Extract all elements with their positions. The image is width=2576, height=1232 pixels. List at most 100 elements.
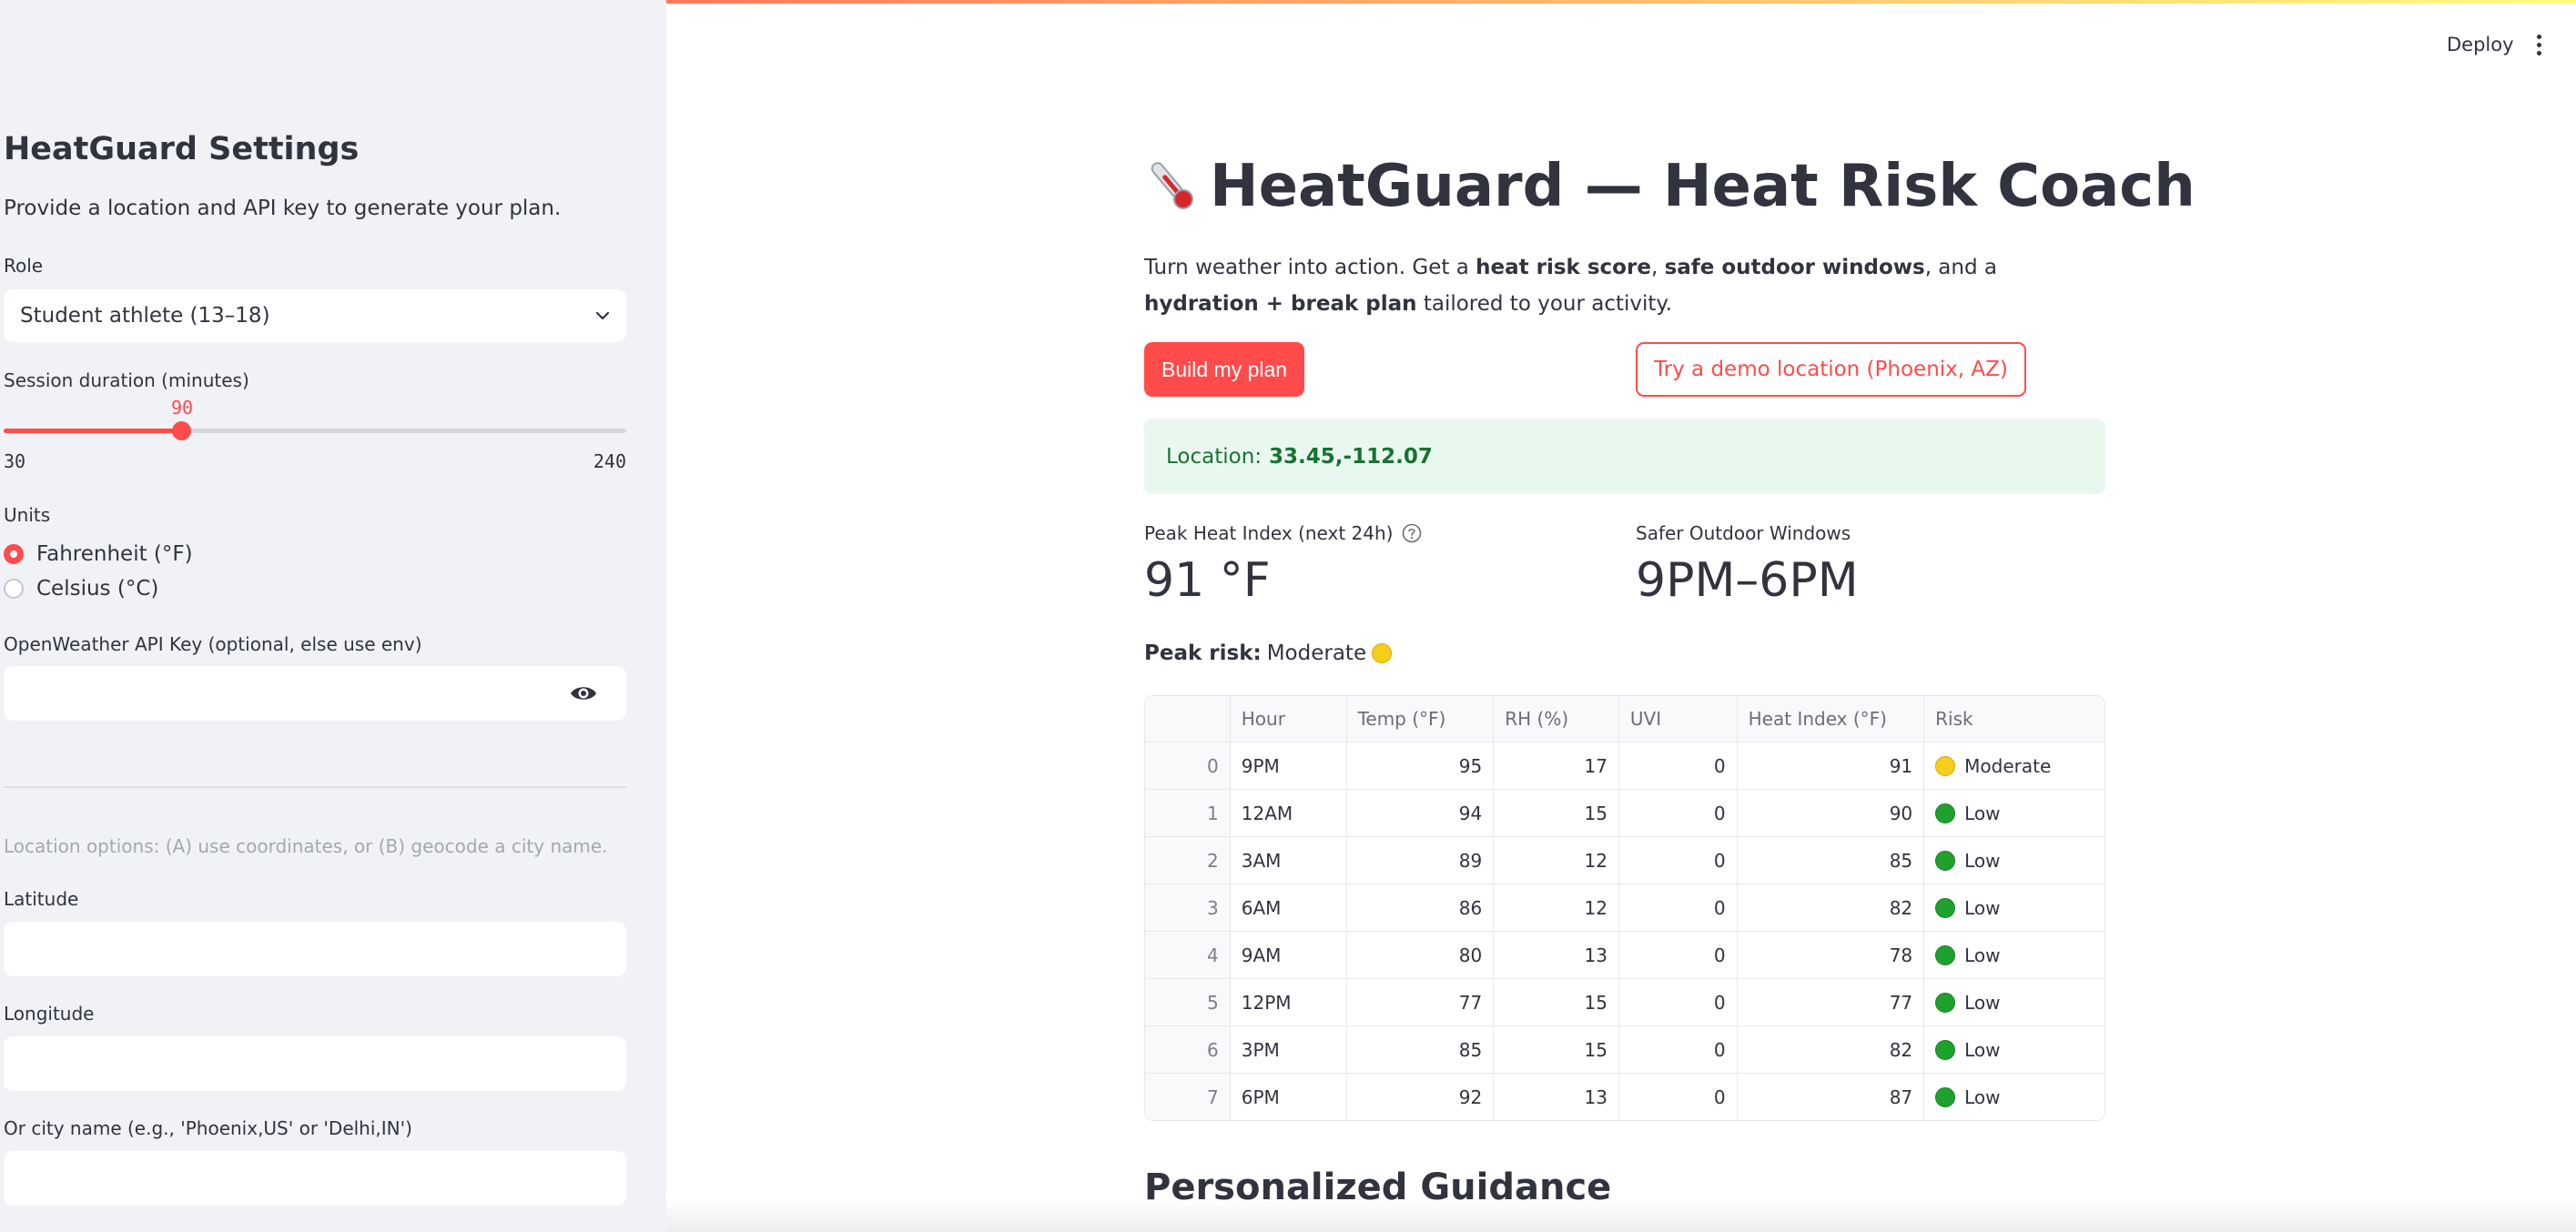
table-cell: 12	[1494, 884, 1619, 932]
table-cell: 95	[1346, 742, 1495, 790]
table-cell: 4	[1145, 932, 1231, 979]
page-title-text: HeatGuard — Heat Risk Coach	[1210, 153, 2196, 220]
table-row[interactable]: 7 6PM 92 13 0 87 Low	[1145, 1074, 2104, 1120]
table-cell: 77	[1737, 979, 1925, 1026]
thermometer-icon	[1151, 162, 1193, 209]
city-name-input[interactable]	[4, 1151, 626, 1206]
column-header[interactable]: UVI	[1618, 696, 1738, 742]
demo-location-button[interactable]: Try a demo location (Phoenix, AZ)	[1636, 342, 2026, 397]
slider-thumb[interactable]	[172, 421, 191, 440]
table-cell: 6PM	[1231, 1074, 1347, 1120]
table-cell: 77	[1346, 979, 1495, 1026]
peak-risk-value: Moderate	[1266, 641, 1367, 665]
green-circle-icon	[1935, 850, 1956, 871]
table-row[interactable]: 0 9PM 95 17 0 91 Moderate	[1145, 742, 2104, 790]
intro-part: tailored to your activity.	[1416, 292, 1673, 316]
table-cell: Low	[1924, 1074, 2104, 1120]
api-key-input[interactable]	[4, 666, 626, 721]
radio-celsius-indicator[interactable]	[4, 579, 24, 599]
top-decoration-bar	[0, 0, 2576, 4]
table-cell: Moderate	[1924, 742, 2104, 790]
table-cell: 3	[1145, 884, 1231, 932]
longitude-input[interactable]	[4, 1036, 626, 1091]
table-cell: 82	[1737, 1026, 1925, 1074]
table-row[interactable]: 5 12PM 77 15 0 77 Low	[1145, 979, 2104, 1026]
role-select-value: Student athlete (13–18)	[20, 304, 270, 328]
table-cell: Low	[1924, 979, 2104, 1026]
intro-part: ,	[1650, 256, 1665, 279]
risk-cell: Low	[1935, 837, 2094, 884]
table-cell: Low	[1924, 790, 2104, 837]
location-value: 33.45,-112.07	[1269, 444, 1433, 469]
risk-cell: Low	[1935, 884, 2094, 931]
eye-icon[interactable]	[570, 683, 597, 703]
api-key-label: OpenWeather API Key (optional, else use …	[4, 633, 422, 655]
table-row[interactable]: 4 9AM 80 13 0 78 Low	[1145, 932, 2104, 979]
location-label: Location:	[1166, 444, 1263, 469]
risk-label: Low	[1964, 991, 2001, 1014]
bottom-fade	[666, 1199, 2576, 1232]
table-cell: 1	[1145, 790, 1231, 837]
sidebar-divider	[4, 786, 626, 788]
table-cell: 78	[1737, 932, 1925, 979]
table-cell: Low	[1924, 884, 2104, 932]
green-circle-icon	[1935, 803, 1956, 823]
units-label: Units	[4, 504, 51, 526]
table-cell: 6	[1145, 1026, 1231, 1074]
table-cell: 15	[1494, 979, 1619, 1026]
latitude-input[interactable]	[4, 922, 626, 976]
table-cell: 5	[1145, 979, 1231, 1026]
build-plan-button[interactable]: Build my plan	[1144, 342, 1305, 397]
radio-fahrenheit[interactable]: Fahrenheit (°F)	[4, 542, 193, 566]
table-cell: 0	[1619, 1074, 1738, 1120]
latitude-label: Latitude	[4, 888, 79, 910]
risk-cell: Low	[1935, 932, 2094, 978]
deploy-button[interactable]: Deploy	[2447, 34, 2514, 56]
metric-heat-index-label: Peak Heat Index (next 24h)	[1144, 522, 1422, 544]
green-circle-icon	[1935, 897, 1956, 918]
table-cell: 3AM	[1230, 837, 1347, 884]
table-cell: 13	[1494, 932, 1619, 979]
table-cell: Low	[1924, 837, 2104, 884]
table-cell: 15	[1494, 790, 1619, 837]
table-cell: 0	[1618, 884, 1738, 932]
kebab-menu-icon[interactable]	[2536, 35, 2543, 58]
slider-max: 240	[593, 450, 626, 472]
role-select[interactable]: Student athlete (13–18)	[4, 289, 626, 342]
column-header[interactable]: Hour	[1230, 696, 1347, 742]
radio-celsius[interactable]: Celsius (°C)	[4, 577, 158, 601]
table-row[interactable]: 1 12AM 94 15 0 90 Low	[1145, 790, 2104, 837]
risk-cell: Low	[1935, 1074, 2094, 1120]
intro-part: , and a	[1924, 256, 1997, 279]
chevron-down-icon	[595, 311, 610, 320]
table-row[interactable]: 3 6AM 86 12 0 82 Low	[1145, 884, 2104, 932]
question-circle-icon[interactable]	[1402, 523, 1422, 543]
column-header[interactable]: RH (%)	[1494, 696, 1619, 742]
risk-cell: Moderate	[1935, 742, 2094, 789]
column-header[interactable]: Risk	[1924, 696, 2104, 742]
risk-label: Low	[1964, 802, 2001, 824]
table-cell: 7	[1145, 1074, 1231, 1120]
table-cell: 86	[1346, 884, 1495, 932]
column-header[interactable]	[1145, 696, 1231, 742]
session-duration-value: 90	[171, 397, 194, 419]
radio-fahrenheit-label: Fahrenheit (°F)	[36, 542, 193, 566]
table-cell: 85	[1737, 837, 1925, 884]
session-duration-slider[interactable]	[4, 429, 626, 433]
column-header[interactable]: Temp (°F)	[1346, 696, 1495, 742]
slider-fill	[4, 429, 181, 433]
yellow-circle-icon	[1372, 643, 1393, 663]
table-cell: 0	[1618, 1026, 1738, 1074]
column-header[interactable]: Heat Index (°F)	[1737, 696, 1925, 742]
yellow-circle-icon	[1935, 755, 1956, 776]
table-cell: 0	[1618, 742, 1738, 790]
hourly-risk-table[interactable]: Hour Temp (°F) RH (%) UVI Heat Index (°F) Ris…	[1144, 695, 2105, 1121]
table-row[interactable]: 2 3AM 89 12 0 85 Low	[1145, 837, 2104, 884]
table-row[interactable]: 6 3PM 85 15 0 82 Low	[1145, 1026, 2104, 1074]
table-cell: 12AM	[1230, 790, 1347, 837]
radio-fahrenheit-indicator[interactable]	[4, 544, 24, 564]
location-alert: Location: 33.45,-112.07	[1144, 419, 2105, 494]
table-cell: 85	[1346, 1026, 1495, 1074]
risk-label: Low	[1964, 1038, 2001, 1061]
risk-label: Low	[1964, 1086, 2001, 1108]
